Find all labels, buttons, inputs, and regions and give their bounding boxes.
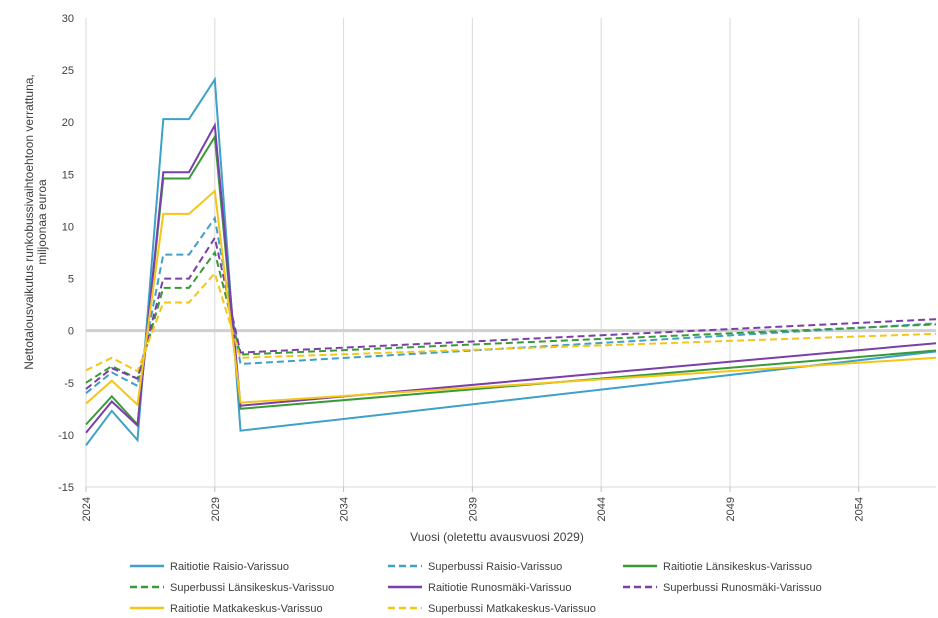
legend-label: Superbussi Runosmäki-Varissuo — [663, 582, 822, 594]
series-line — [85, 188, 937, 407]
y-axis-label-line: miljoonaa euroa — [35, 179, 49, 265]
x-tick-label: 2024 — [81, 497, 93, 521]
y-tick-label: 15 — [62, 169, 74, 181]
legend: Raitiotie Raisio-Varissuo Superbussi Rais… — [130, 561, 822, 615]
legend-label: Raitiotie Raisio-Varissuo — [170, 561, 289, 573]
legend-label: Raitiotie Runosmäki-Varissuo — [428, 582, 571, 594]
y-tick-label: -5 — [64, 378, 74, 390]
x-tick-label: 2054 — [854, 497, 866, 521]
x-tick-label: 2034 — [339, 497, 351, 521]
series-line — [85, 271, 937, 373]
legend-label: Raitiotie Matkakeskus-Varissuo — [170, 603, 323, 615]
y-tick-label: -15 — [58, 482, 74, 494]
y-tick-label: 5 — [68, 274, 74, 286]
series-line — [85, 121, 937, 434]
y-tick-label: 0 — [68, 326, 74, 338]
series-lines — [85, 76, 937, 446]
legend-label: Superbussi Matkakeskus-Varissuo — [428, 603, 596, 615]
x-tick-label: 2039 — [467, 497, 479, 521]
legend-label: Raitiotie Länsikeskus-Varissuo — [663, 561, 812, 573]
series-line — [85, 76, 937, 446]
x-tick-label: 2029 — [210, 497, 222, 521]
y-axis-ticks: -15 -10 -5 0 5 10 15 20 25 30 — [58, 13, 74, 494]
x-tick-label: 2049 — [725, 497, 737, 521]
y-axis-label: Nettotalousvaikutus runkobussivaihtoehto… — [22, 74, 49, 370]
series-line — [85, 250, 937, 384]
y-tick-label: -10 — [58, 430, 74, 442]
y-tick-label: 30 — [62, 13, 74, 25]
y-axis-label-line: Nettotalousvaikutus runkobussivaihtoehto… — [22, 74, 36, 370]
y-tick-label: 20 — [62, 117, 74, 129]
x-axis-ticks: 2024 2029 2034 2039 2044 2049 2054 — [81, 487, 866, 521]
grid-lines — [85, 18, 936, 488]
y-tick-label: 25 — [62, 65, 74, 77]
legend-label: Superbussi Länsikeskus-Varissuo — [170, 582, 334, 594]
series-line — [85, 235, 937, 390]
legend-label: Superbussi Raisio-Varissuo — [428, 561, 562, 573]
x-tick-label: 2044 — [596, 497, 608, 521]
x-axis-label: Vuosi (oletettu avausvuosi 2029) — [410, 530, 584, 544]
y-tick-label: 10 — [62, 221, 74, 233]
